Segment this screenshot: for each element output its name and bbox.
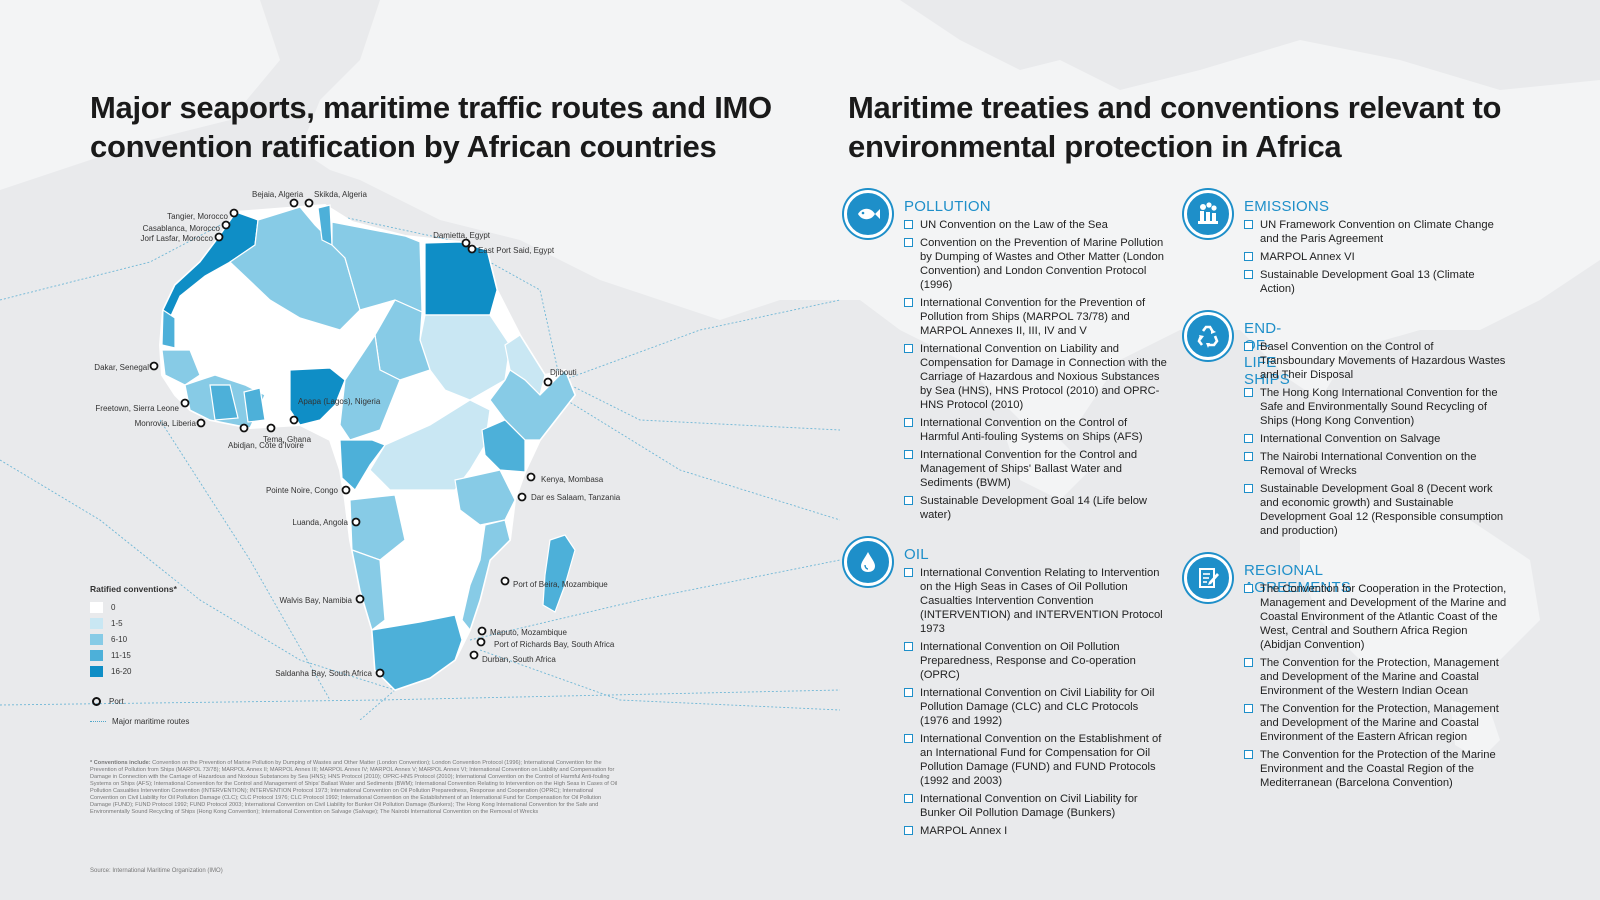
section-title: END-OF-LIFE SHIPS bbox=[1244, 320, 1291, 388]
list-item: International Convention Relating to Int… bbox=[904, 566, 1169, 636]
section-title: EMISSIONS bbox=[1244, 198, 1330, 215]
port-label: Port of Richards Bay, South Africa bbox=[494, 640, 615, 649]
list-item: The Convention for Cooperation in the Pr… bbox=[1244, 582, 1509, 652]
emissions-list: UN Framework Convention on Climate Chang… bbox=[1244, 218, 1509, 300]
list-item: International Convention for the Prevent… bbox=[904, 296, 1169, 338]
list-item: Convention on the Prevention of Marine P… bbox=[904, 236, 1169, 292]
list-item: The Nairobi International Convention on … bbox=[1244, 450, 1509, 478]
legend-row: 16-20 bbox=[90, 663, 290, 679]
list-item: Basel Convention on the Control of Trans… bbox=[1244, 340, 1509, 382]
eol-list: Basel Convention on the Control of Trans… bbox=[1244, 340, 1509, 542]
port-label: Pointe Noire, Congo bbox=[266, 486, 339, 495]
port-label: Monrovia, Liberia bbox=[135, 419, 197, 428]
list-item: International Convention for the Control… bbox=[904, 448, 1169, 490]
legend-row: 6-10 bbox=[90, 631, 290, 647]
main-title-right: Maritime treaties and conventions releva… bbox=[848, 90, 1502, 164]
footnote: * Conventions include: Convention on the… bbox=[90, 760, 618, 815]
list-item: Sustainable Development Goal 14 (Life be… bbox=[904, 494, 1169, 522]
main-title-left: Major seaports, maritime traffic routes … bbox=[90, 90, 772, 164]
port-label: Jorf Lasfar, Morocco bbox=[141, 234, 214, 243]
list-item: Sustainable Development Goal 13 (Climate… bbox=[1244, 268, 1509, 296]
list-item: International Convention on Civil Liabil… bbox=[904, 686, 1169, 728]
port-label: Durban, South Africa bbox=[482, 655, 556, 664]
factory-icon bbox=[1184, 190, 1232, 238]
recycle-icon bbox=[1184, 312, 1232, 360]
source-note: Source: International Maritime Organizat… bbox=[90, 868, 223, 874]
section-title: REGIONAL AGREEMENTS bbox=[1244, 562, 1352, 596]
port-label: Walvis Bay, Namibia bbox=[280, 596, 353, 605]
port-label: Port of Beira, Mozambique bbox=[513, 580, 608, 589]
port-icon bbox=[92, 696, 101, 706]
list-item: International Convention on Liability an… bbox=[904, 342, 1169, 412]
port-label: Apapa (Lagos), Nigeria bbox=[298, 397, 381, 406]
regional-list: The Convention for Cooperation in the Pr… bbox=[1244, 582, 1509, 794]
port-label: Djibouti bbox=[550, 368, 577, 377]
list-item: MARPOL Annex I bbox=[904, 824, 1169, 838]
port-label: Casablanca, Morocco bbox=[143, 224, 221, 233]
port-label: Luanda, Angola bbox=[292, 518, 348, 527]
legend-title: Ratified conventions* bbox=[90, 584, 177, 594]
route-line-icon bbox=[90, 720, 106, 722]
list-item: The Convention for the Protection, Manag… bbox=[1244, 702, 1509, 744]
port-label: Bejaia, Algeria bbox=[252, 190, 304, 199]
pollution-list: UN Convention on the Law of the Sea Conv… bbox=[904, 218, 1169, 526]
port-label: Abidjan, Côte d'Ivoire bbox=[228, 441, 304, 450]
port-label: Tema, Ghana bbox=[263, 435, 312, 444]
legend-row: 1-5 bbox=[90, 615, 290, 631]
list-item: International Convention on the Establis… bbox=[904, 732, 1169, 788]
port-label: Damietta, Egypt bbox=[433, 231, 491, 240]
port-label: Dakar, Senegal bbox=[94, 363, 149, 372]
map-legend: Ratified conventions* 0 1-5 6-10 11-15 1… bbox=[90, 584, 290, 729]
list-item: The Convention for the Protection of the… bbox=[1244, 748, 1509, 790]
fish-icon bbox=[844, 190, 892, 238]
maritime-routes bbox=[0, 211, 840, 720]
port-label: Tangier, Morocco bbox=[167, 212, 228, 221]
legend-row: 0 bbox=[90, 599, 290, 615]
port-label: Dar es Salaam, Tanzania bbox=[531, 493, 621, 502]
legend-row: 11-15 bbox=[90, 647, 290, 663]
list-item: UN Convention on the Law of the Sea bbox=[904, 218, 1169, 232]
list-item: International Convention on Salvage bbox=[1244, 432, 1509, 446]
list-item: UN Framework Convention on Climate Chang… bbox=[1244, 218, 1509, 246]
port-label: Kenya, Mombasa bbox=[541, 475, 604, 484]
document-pen-icon bbox=[1184, 554, 1232, 602]
port-label: Maputo, Mozambique bbox=[490, 628, 567, 637]
africa-map: Bejaia, Algeria Skikda, Algeria Tangier,… bbox=[0, 190, 840, 720]
list-item: International Convention on Oil Pollutio… bbox=[904, 640, 1169, 682]
section-title: POLLUTION bbox=[904, 198, 991, 215]
list-item: Sustainable Development Goal 8 (Decent w… bbox=[1244, 482, 1509, 538]
port-labels: Bejaia, Algeria Skikda, Algeria Tangier,… bbox=[94, 190, 620, 678]
port-label: Freetown, Sierra Leone bbox=[95, 404, 179, 413]
port-label: Saldanha Bay, South Africa bbox=[275, 669, 372, 678]
country-polygons bbox=[161, 204, 576, 691]
oil-drop-icon bbox=[844, 538, 892, 586]
section-title: OIL bbox=[904, 546, 929, 563]
port-label: Skikda, Algeria bbox=[314, 190, 367, 199]
port-label: East Port Said, Egypt bbox=[478, 246, 555, 255]
list-item: The Hong Kong International Convention f… bbox=[1244, 386, 1509, 428]
list-item: International Convention on Civil Liabil… bbox=[904, 792, 1169, 820]
oil-list: International Convention Relating to Int… bbox=[904, 566, 1169, 842]
legend-routes: Major maritime routes bbox=[90, 713, 290, 729]
list-item: The Convention for the Protection, Manag… bbox=[1244, 656, 1509, 698]
list-item: MARPOL Annex VI bbox=[1244, 250, 1509, 264]
port-markers bbox=[149, 198, 553, 678]
list-item: International Convention on the Control … bbox=[904, 416, 1169, 444]
legend-port: Port bbox=[90, 693, 290, 709]
